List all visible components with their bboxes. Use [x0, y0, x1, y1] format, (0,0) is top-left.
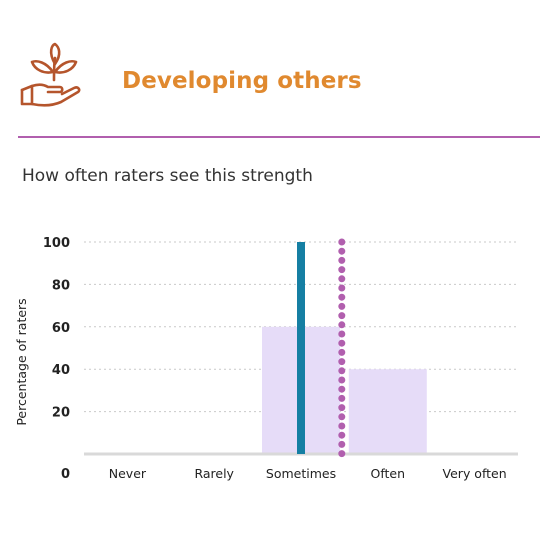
y-tick-label: 80 [52, 278, 70, 293]
page-header: Developing others [0, 0, 540, 140]
y-tick-label: 20 [52, 406, 70, 421]
page-title: Developing others [122, 68, 362, 94]
y-axis-label: Percentage of raters [14, 298, 29, 425]
header-divider [18, 136, 540, 138]
x-category-label: Sometimes [266, 466, 336, 481]
y-tick-label: 60 [52, 321, 70, 336]
x-category-label: Never [109, 466, 147, 481]
bar [348, 369, 427, 454]
x-category-label: Rarely [194, 466, 234, 481]
hand-with-sprouting-plant-icon [20, 42, 81, 107]
self-rating-marker [297, 242, 305, 454]
y-tick-label: 40 [52, 363, 70, 378]
chart-subtitle: How often raters see this strength [22, 166, 313, 186]
x-category-label: Often [371, 466, 406, 481]
y-tick-label: 100 [43, 236, 70, 251]
x-category-label: Very often [443, 466, 507, 481]
y-tick-label: 0 [61, 467, 70, 482]
